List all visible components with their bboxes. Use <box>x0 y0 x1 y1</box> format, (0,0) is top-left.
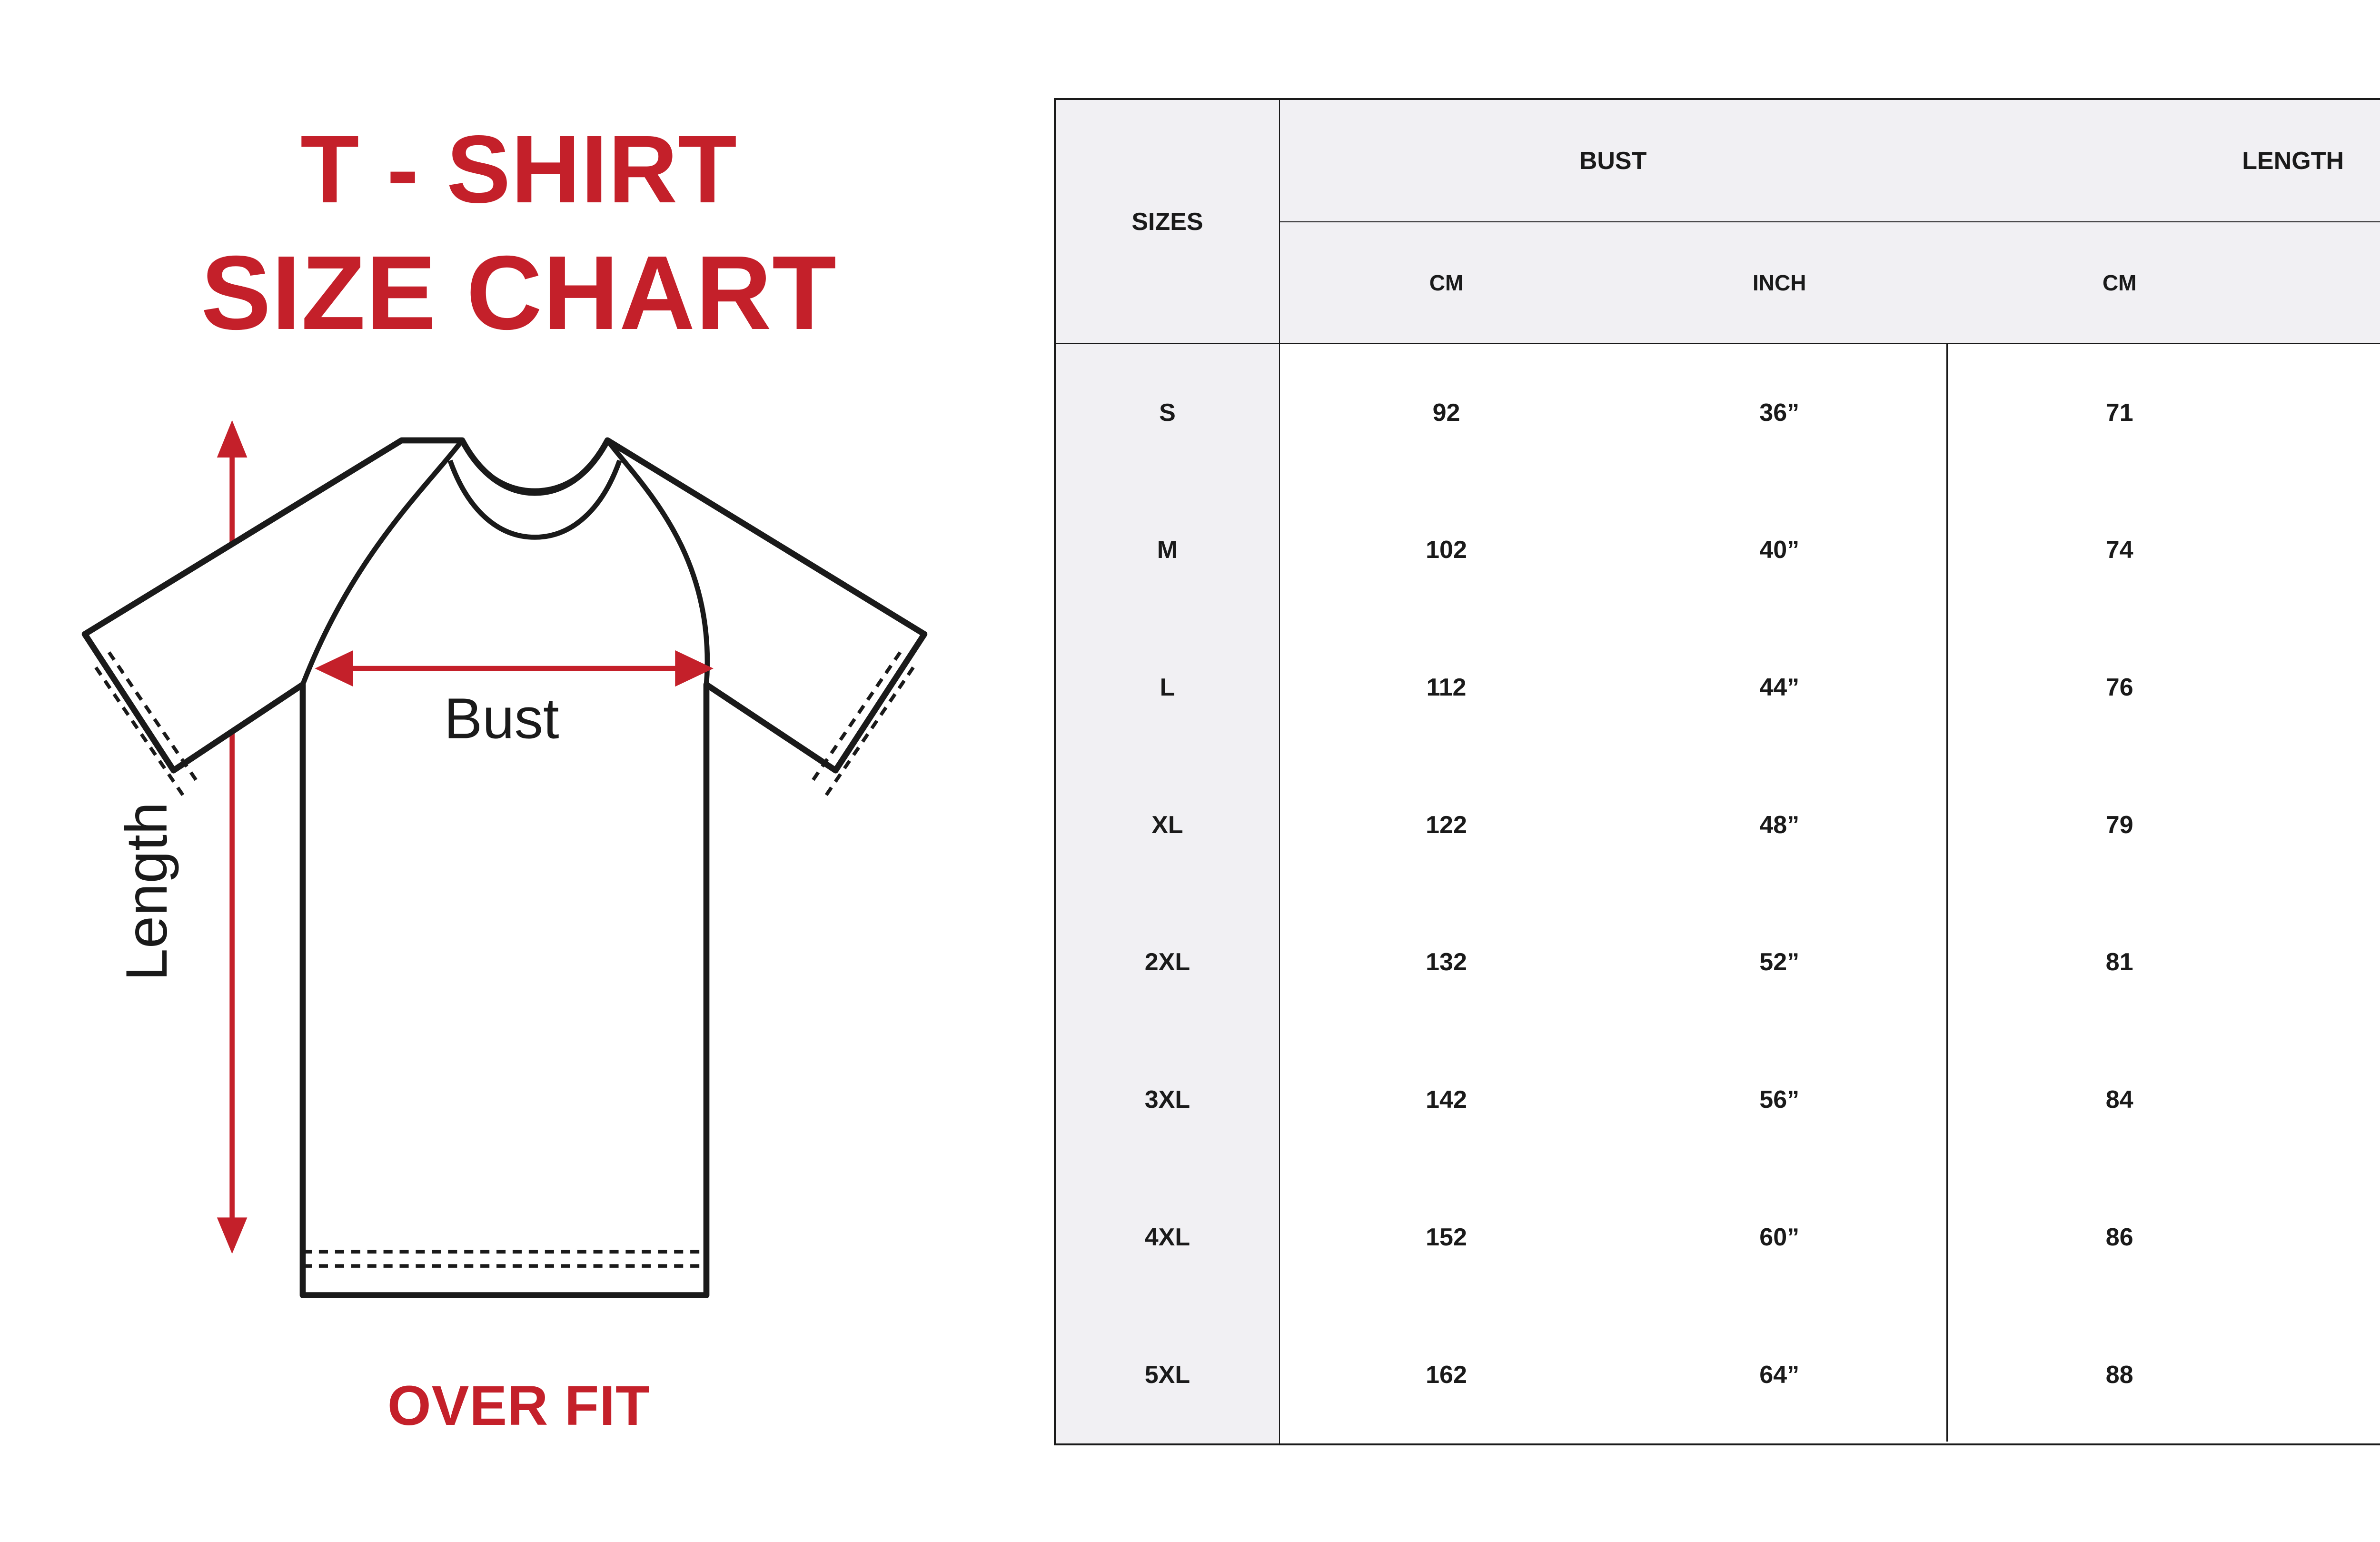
svg-text:Length: Length <box>114 802 179 981</box>
svg-text:Bust: Bust <box>444 686 559 750</box>
